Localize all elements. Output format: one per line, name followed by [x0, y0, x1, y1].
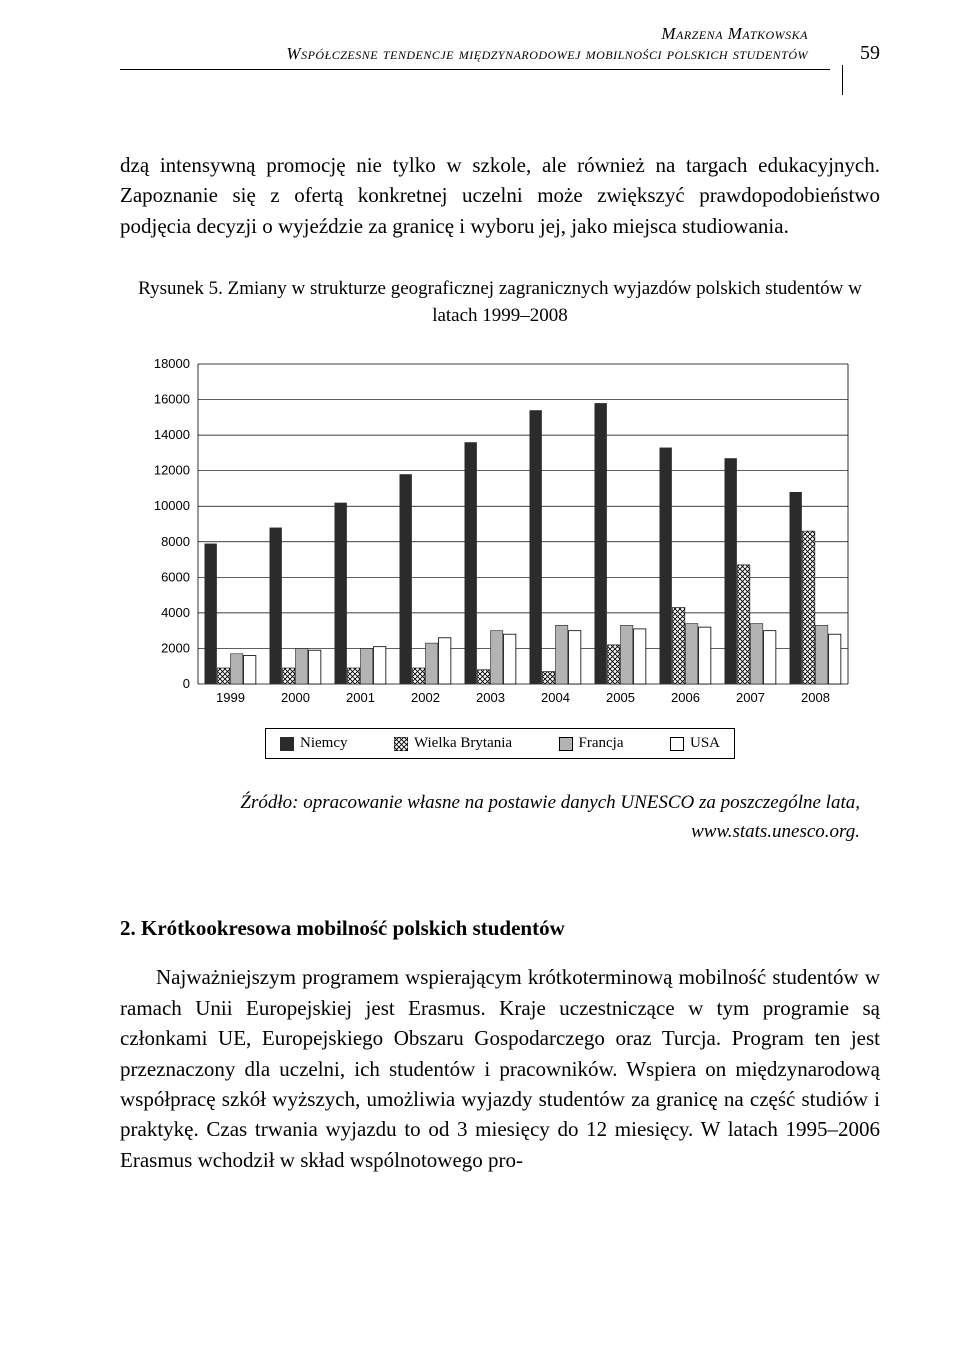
bar-chart: 0 2000 4000 6000 8000 10000 12000 14000 16000 180…	[140, 354, 860, 714]
svg-text:2004: 2004	[541, 690, 570, 705]
legend-label-wb: Wielka Brytania	[414, 735, 512, 752]
svg-text:2002: 2002	[411, 690, 440, 705]
source-line1: Źródło: opracowanie własne na postawie d…	[240, 792, 860, 813]
paragraph-1: dzą intensywną promocję nie tylko w szko…	[120, 150, 880, 241]
svg-text:18000: 18000	[154, 356, 190, 371]
legend-item-usa: USA	[670, 735, 720, 752]
svg-text:6000: 6000	[161, 570, 190, 585]
svg-text:2008: 2008	[801, 690, 830, 705]
page-number: 59	[840, 42, 880, 65]
chart-container: 0 2000 4000 6000 8000 10000 12000 14000 16000 180…	[140, 354, 860, 759]
swatch-usa	[670, 737, 684, 751]
source-line2: www.stats.unesco.org.	[691, 821, 860, 842]
figure-source: Źródło: opracowanie własne na postawie d…	[120, 789, 860, 846]
running-head-title: Współczesne tendencje międzynarodowej mo…	[286, 44, 808, 63]
svg-text:1999: 1999	[216, 690, 245, 705]
svg-text:0: 0	[183, 676, 190, 691]
legend-item-niemcy: Niemcy	[280, 735, 347, 752]
swatch-niemcy	[280, 737, 294, 751]
chart-legend: Niemcy Wielka Brytania Francja USA	[265, 728, 735, 759]
svg-text:2001: 2001	[346, 690, 375, 705]
svg-text:16000: 16000	[154, 392, 190, 407]
running-head: Marzena Matkowska Współczesne tendencje …	[120, 24, 880, 65]
svg-text:2005: 2005	[606, 690, 635, 705]
svg-text:14000: 14000	[154, 427, 190, 442]
svg-text:2000: 2000	[161, 641, 190, 656]
section-2-title: 2. Krótkookresowa mobilność polskich stu…	[120, 916, 880, 941]
figure-caption-prefix: Rysunek 5.	[138, 278, 223, 299]
svg-text:2007: 2007	[736, 690, 765, 705]
header-rule	[120, 65, 880, 95]
figure-caption: Rysunek 5. Zmiany w strukturze geografic…	[120, 276, 880, 329]
svg-text:2006: 2006	[671, 690, 700, 705]
svg-text:10000: 10000	[154, 499, 190, 514]
legend-label-francja: Francja	[579, 735, 624, 752]
section-2-body: Najważniejszym programem wspierającym kr…	[120, 962, 880, 1175]
swatch-francja	[559, 737, 573, 751]
swatch-wb	[394, 737, 408, 751]
svg-text:8000: 8000	[161, 534, 190, 549]
legend-label-usa: USA	[690, 735, 720, 752]
svg-text:2000: 2000	[281, 690, 310, 705]
figure-caption-text: Zmiany w strukturze geograficznej zagran…	[228, 278, 862, 326]
running-head-author: Marzena Matkowska	[661, 24, 808, 43]
svg-text:12000: 12000	[154, 463, 190, 478]
legend-item-francja: Francja	[559, 735, 624, 752]
svg-text:2003: 2003	[476, 690, 505, 705]
svg-text:4000: 4000	[161, 605, 190, 620]
legend-item-wb: Wielka Brytania	[394, 735, 512, 752]
legend-label-niemcy: Niemcy	[300, 735, 347, 752]
